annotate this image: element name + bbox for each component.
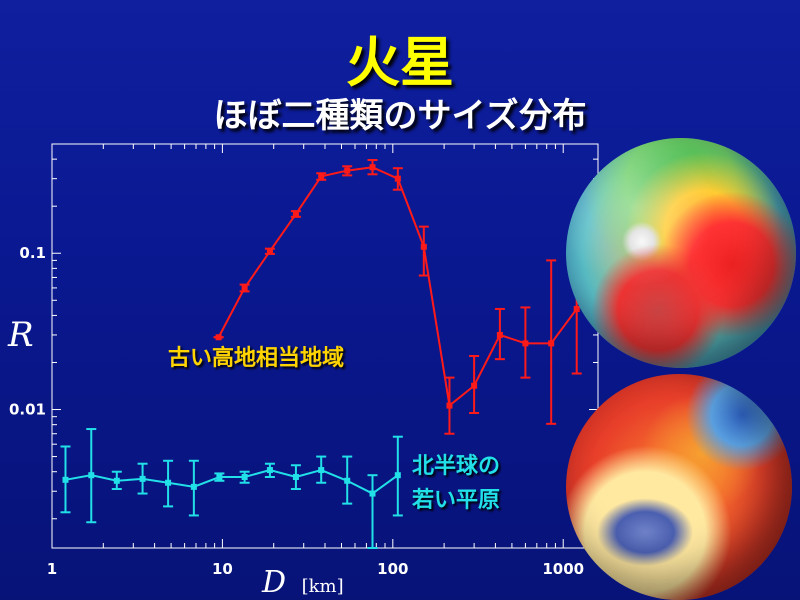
data-point [113,477,120,484]
data-point [446,402,453,409]
series-layer [60,158,582,549]
young-plains-label: 北半球の 若い平原 [412,450,500,518]
data-point [139,475,146,482]
mars-globe-top-image [566,138,796,368]
data-point [292,474,299,481]
data-point [369,490,376,497]
y-tick-label: 0.01 [9,401,46,419]
slide-title: 火星 [346,31,454,94]
x-tick-label: 1000 [542,560,584,578]
x-tick-label: 10 [212,560,233,578]
x-axis-label: D [km] [261,565,344,600]
series-line [65,468,399,495]
series-1 [213,158,582,435]
young-plains-label-line1: 北半球の [412,454,501,479]
data-point [420,243,427,250]
data-point [165,479,172,486]
data-point [344,167,351,174]
data-point [471,382,478,389]
x-axis-variable: D [261,565,286,600]
series-2 [60,428,403,549]
data-point [88,472,95,479]
data-point [190,483,197,490]
x-axis-unit: [km] [302,576,344,597]
data-point [266,467,273,474]
data-point [573,305,580,312]
data-point [369,164,376,171]
y-tick-label: 0.1 [19,244,46,262]
data-point [215,334,222,341]
data-point [62,476,69,483]
data-point [266,248,273,255]
x-tick-label: 100 [377,560,408,578]
data-point [522,340,529,347]
mars-globe-bottom-image [566,374,792,600]
data-point [394,175,401,182]
data-point [241,284,248,291]
data-point [548,340,555,347]
data-point [216,474,223,481]
old-highland-label: 古い高地相当地域 [168,346,345,371]
data-point [394,472,401,479]
data-point [241,474,248,481]
data-point [496,331,503,338]
data-point [292,211,299,218]
data-point [318,173,325,180]
slide-subtitle: ほぼ二種類のサイズ分布 [213,96,587,136]
x-tick-label: 1 [47,560,57,578]
tick-labels: 1 10 100 1000 0.1 0.01 [9,244,584,578]
young-plains-label-line2: 若い平原 [412,488,501,513]
y-axis-label: R [7,315,34,355]
data-point [318,467,325,474]
data-point [344,477,351,484]
